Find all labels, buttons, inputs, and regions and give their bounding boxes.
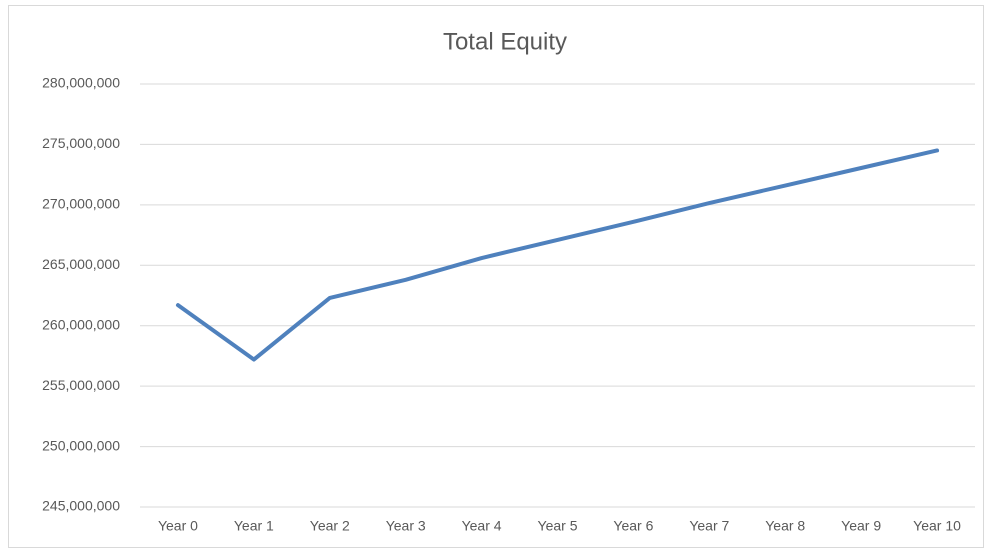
x-tick-label: Year 4 [462, 518, 502, 534]
chart-title: Total Equity [443, 28, 567, 55]
x-tick-label: Year 10 [913, 518, 961, 534]
y-tick-label: 260,000,000 [42, 316, 120, 332]
y-tick-label: 245,000,000 [42, 498, 120, 514]
x-tick-label: Year 8 [765, 518, 805, 534]
y-tick-label: 275,000,000 [42, 135, 120, 151]
x-tick-label: Year 7 [689, 518, 729, 534]
y-tick-label: 255,000,000 [42, 377, 120, 393]
x-tick-label: Year 3 [386, 518, 426, 534]
x-tick-label: Year 2 [310, 518, 350, 534]
chart-area [8, 5, 984, 548]
y-tick-label: 280,000,000 [42, 75, 120, 91]
y-tick-label: 270,000,000 [42, 196, 120, 212]
x-tick-label: Year 5 [538, 518, 578, 534]
x-tick-label: Year 1 [234, 518, 274, 534]
line-series [175, 148, 940, 362]
y-tick-label: 265,000,000 [42, 256, 120, 272]
y-tick-label: 250,000,000 [42, 437, 120, 453]
x-tick-label: Year 9 [841, 518, 881, 534]
x-tick-label: Year 6 [613, 518, 653, 534]
x-tick-label: Year 0 [158, 518, 198, 534]
